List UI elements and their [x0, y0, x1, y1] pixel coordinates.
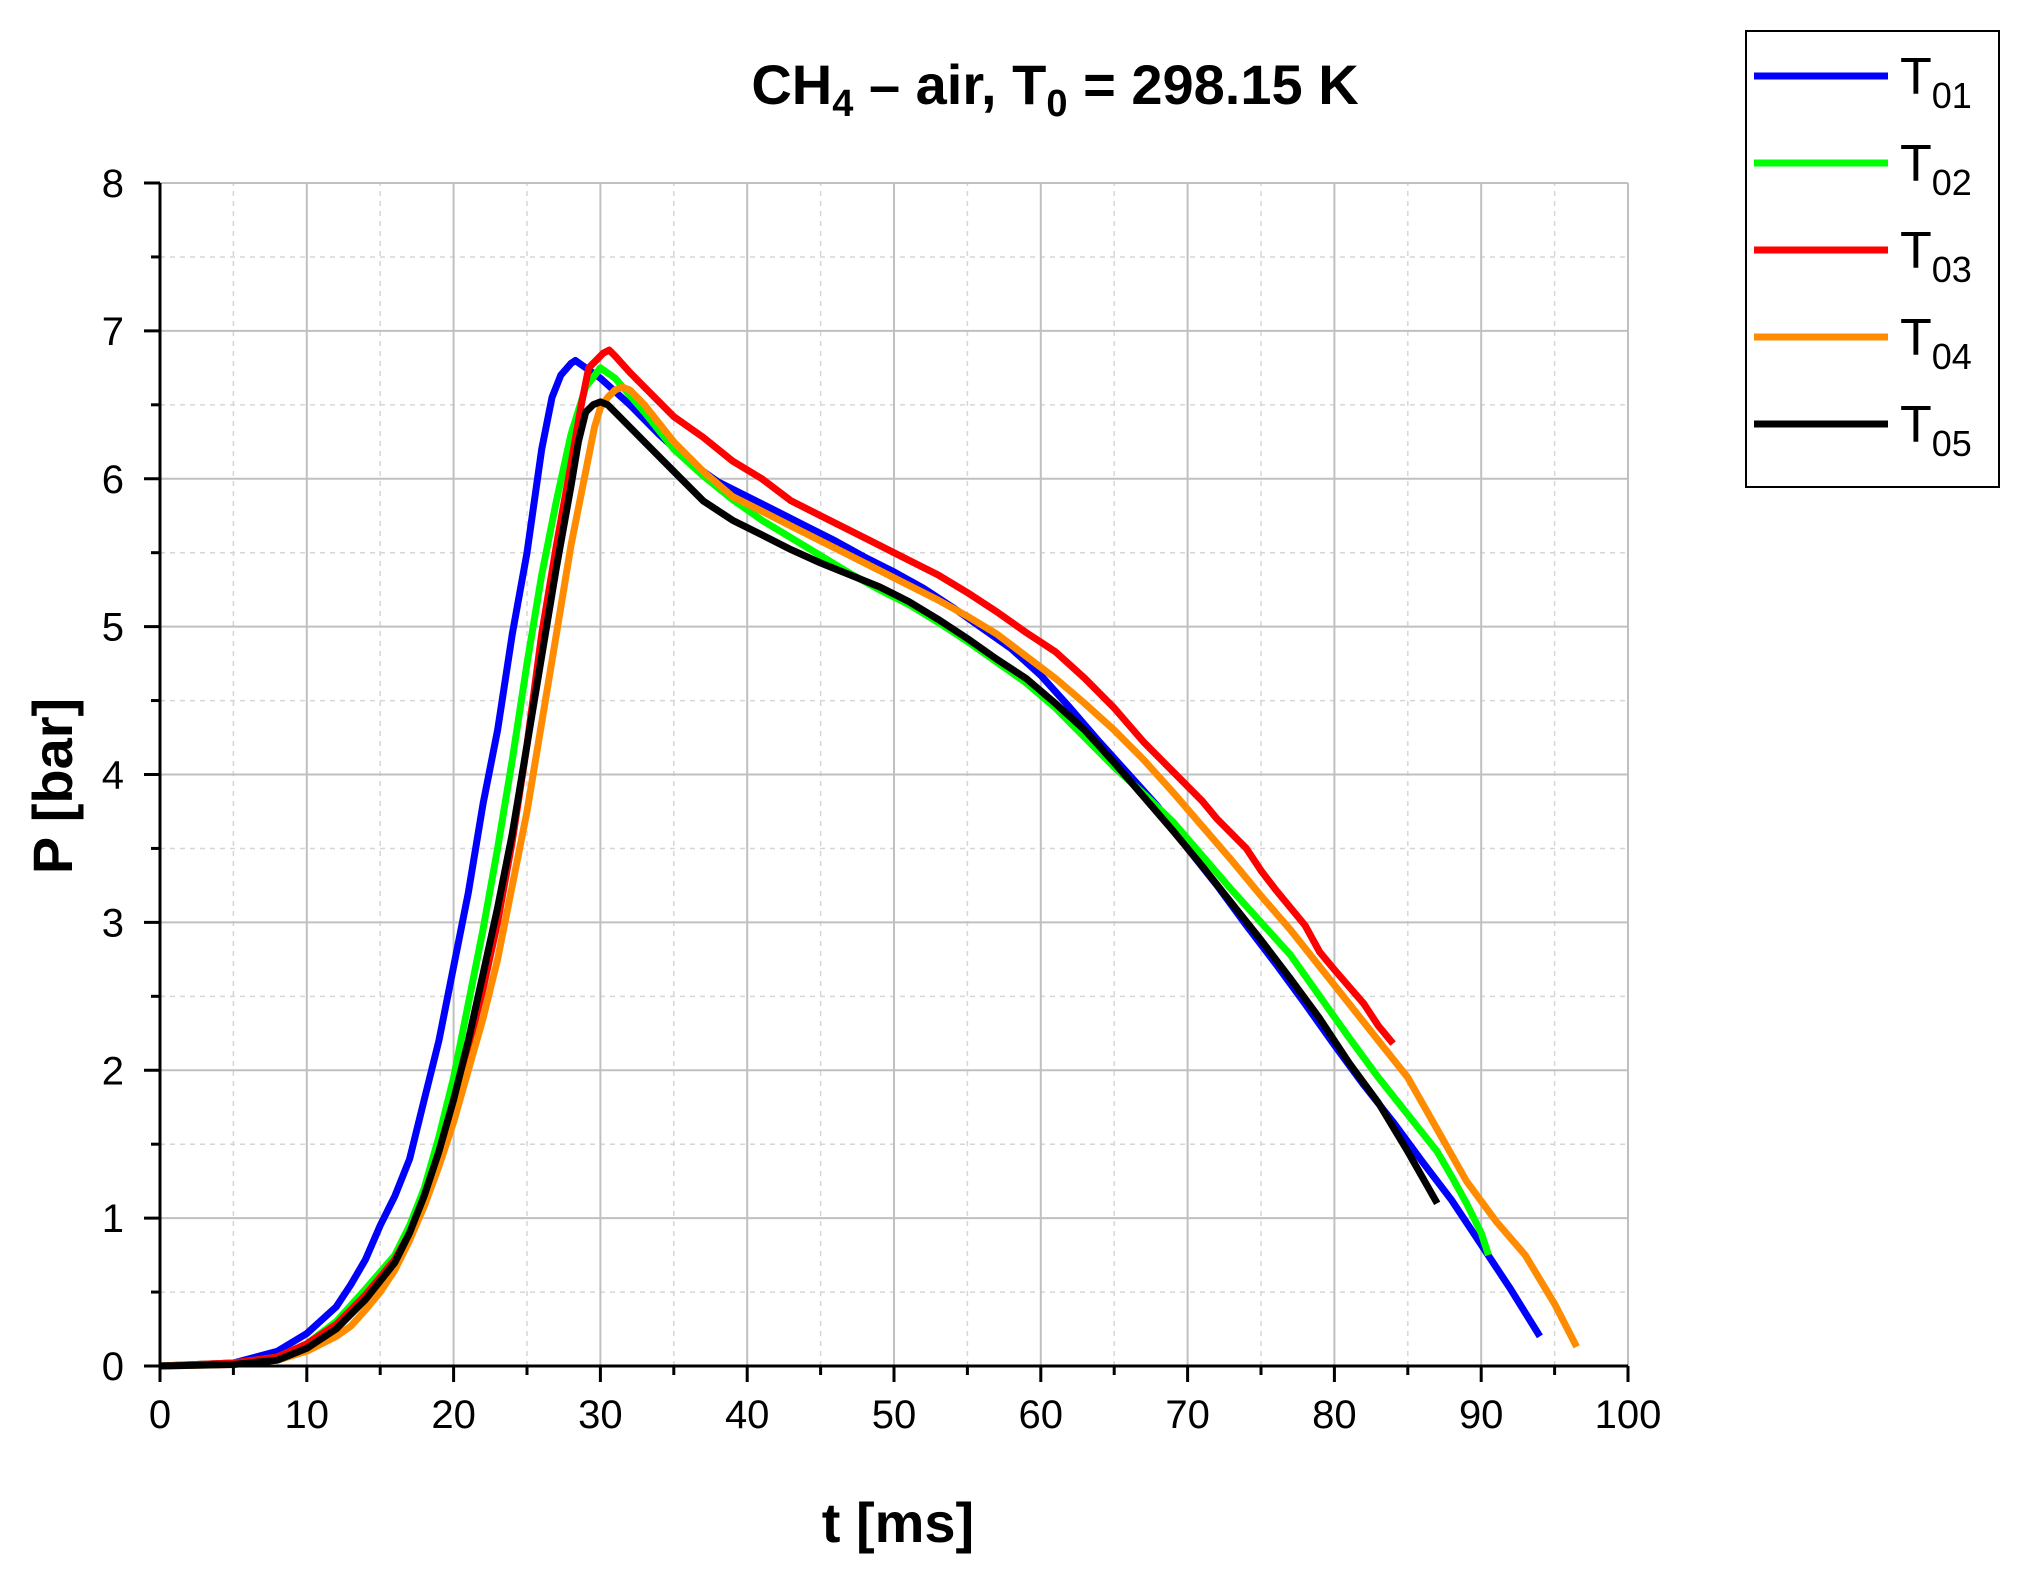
x-tick-label: 70: [1165, 1393, 1210, 1437]
x-tick-labels: 0 10 20 30 40 50 60 70 80 90 100: [149, 1393, 1662, 1437]
legend-label: T04: [1900, 309, 1972, 377]
y-tick-label: 4: [102, 754, 124, 798]
legend-item-t02: T02: [1754, 135, 1972, 203]
y-tick-label: 6: [102, 458, 124, 502]
y-tick-label: 3: [102, 901, 124, 945]
x-tick-label: 50: [872, 1393, 917, 1437]
x-tick-label: 80: [1312, 1393, 1357, 1437]
x-tick-label: 30: [578, 1393, 623, 1437]
legend-label-main: T: [1900, 222, 1932, 280]
axes: [144, 181, 1630, 1382]
legend-label-sub: 05: [1932, 423, 1972, 464]
x-axis-label: t [ms]: [822, 1491, 974, 1554]
legend-item-t01: T01: [1754, 48, 1972, 116]
chart-title: CH4 – air, T0 = 298.15 K: [751, 53, 1358, 125]
x-tick-label: 0: [149, 1393, 171, 1437]
legend-label-sub: 04: [1932, 336, 1972, 377]
x-tick-label: 40: [725, 1393, 770, 1437]
title-prefix: CH: [751, 53, 832, 116]
grid: [160, 182, 1629, 1366]
legend-label-sub: 01: [1932, 75, 1972, 116]
series-line-t04: [159, 383, 1580, 1370]
series-line-t02: [159, 364, 1492, 1370]
legend-item-t05: T05: [1754, 396, 1972, 464]
legend-label-main: T: [1900, 396, 1932, 454]
legend-box: [1745, 30, 2000, 488]
legend-item-t03: T03: [1754, 222, 1972, 290]
y-tick-label: 1: [102, 1197, 124, 1241]
title-prefix-sub: 4: [832, 83, 853, 125]
legend-label-main: T: [1900, 135, 1932, 193]
x-tick-label: 60: [1019, 1393, 1064, 1437]
x-tick-label: 90: [1459, 1393, 1504, 1437]
y-tick-label: 8: [102, 162, 124, 206]
legend-label: T01: [1900, 48, 1972, 116]
x-tick-label: 100: [1595, 1393, 1662, 1437]
y-tick-label: 2: [102, 1049, 124, 1093]
legend-label: T05: [1900, 396, 1972, 464]
legend-label: T03: [1900, 222, 1972, 290]
y-tick-label: 5: [102, 606, 124, 650]
y-tick-labels: 0 1 2 3 4 5 6 7 8: [102, 162, 124, 1389]
x-tick-label: 10: [285, 1393, 330, 1437]
x-tick-label: 20: [431, 1393, 476, 1437]
series-layer: [159, 346, 1580, 1370]
legend-label: T02: [1900, 135, 1972, 203]
series-line-t05: [159, 398, 1441, 1370]
y-tick-label: 0: [102, 1345, 124, 1389]
legend-label-sub: 03: [1932, 249, 1972, 290]
title-middle: – air, T: [853, 53, 1046, 116]
legend-item-t04: T04: [1754, 309, 1972, 377]
y-axis-label: P [bar]: [21, 698, 84, 874]
y-tick-label: 7: [102, 310, 124, 354]
title-suffix: = 298.15 K: [1068, 53, 1359, 116]
legend-label-main: T: [1900, 48, 1932, 106]
legend-label-main: T: [1900, 309, 1932, 367]
legend-label-sub: 02: [1932, 162, 1972, 203]
title-middle-sub: 0: [1046, 83, 1067, 125]
